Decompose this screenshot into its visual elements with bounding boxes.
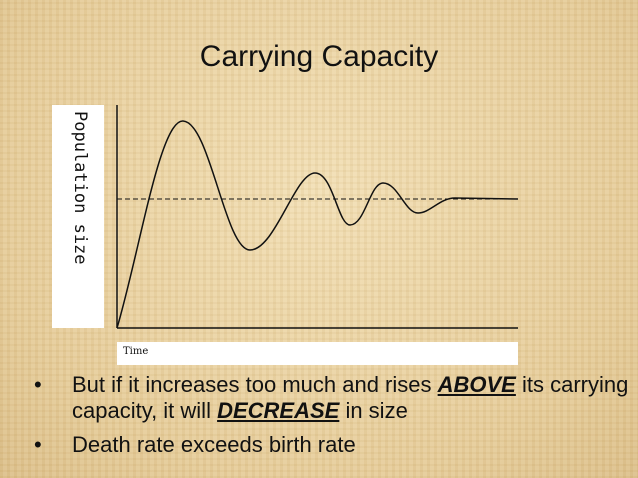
y-label-box: Population size [52,105,104,328]
bullet: But if it increases too much and rises A… [30,372,630,424]
bullet-list: But if it increases too much and rises A… [30,372,630,466]
x-label-box: Time [117,342,518,365]
population-curve [116,120,519,329]
slide-title: Carrying Capacity [199,40,439,73]
text: in size [339,398,408,423]
emphasis: DECREASE [217,398,340,423]
text: its carrying capacity, it will [72,372,629,423]
text: But if it increases too much and rises [72,372,438,397]
x-axis-label: Time [123,346,149,357]
text: Death rate exceeds birth rate [72,432,356,457]
emphasis: ABOVE [437,372,516,397]
bullet: Death rate exceeds birth rate [30,432,630,458]
